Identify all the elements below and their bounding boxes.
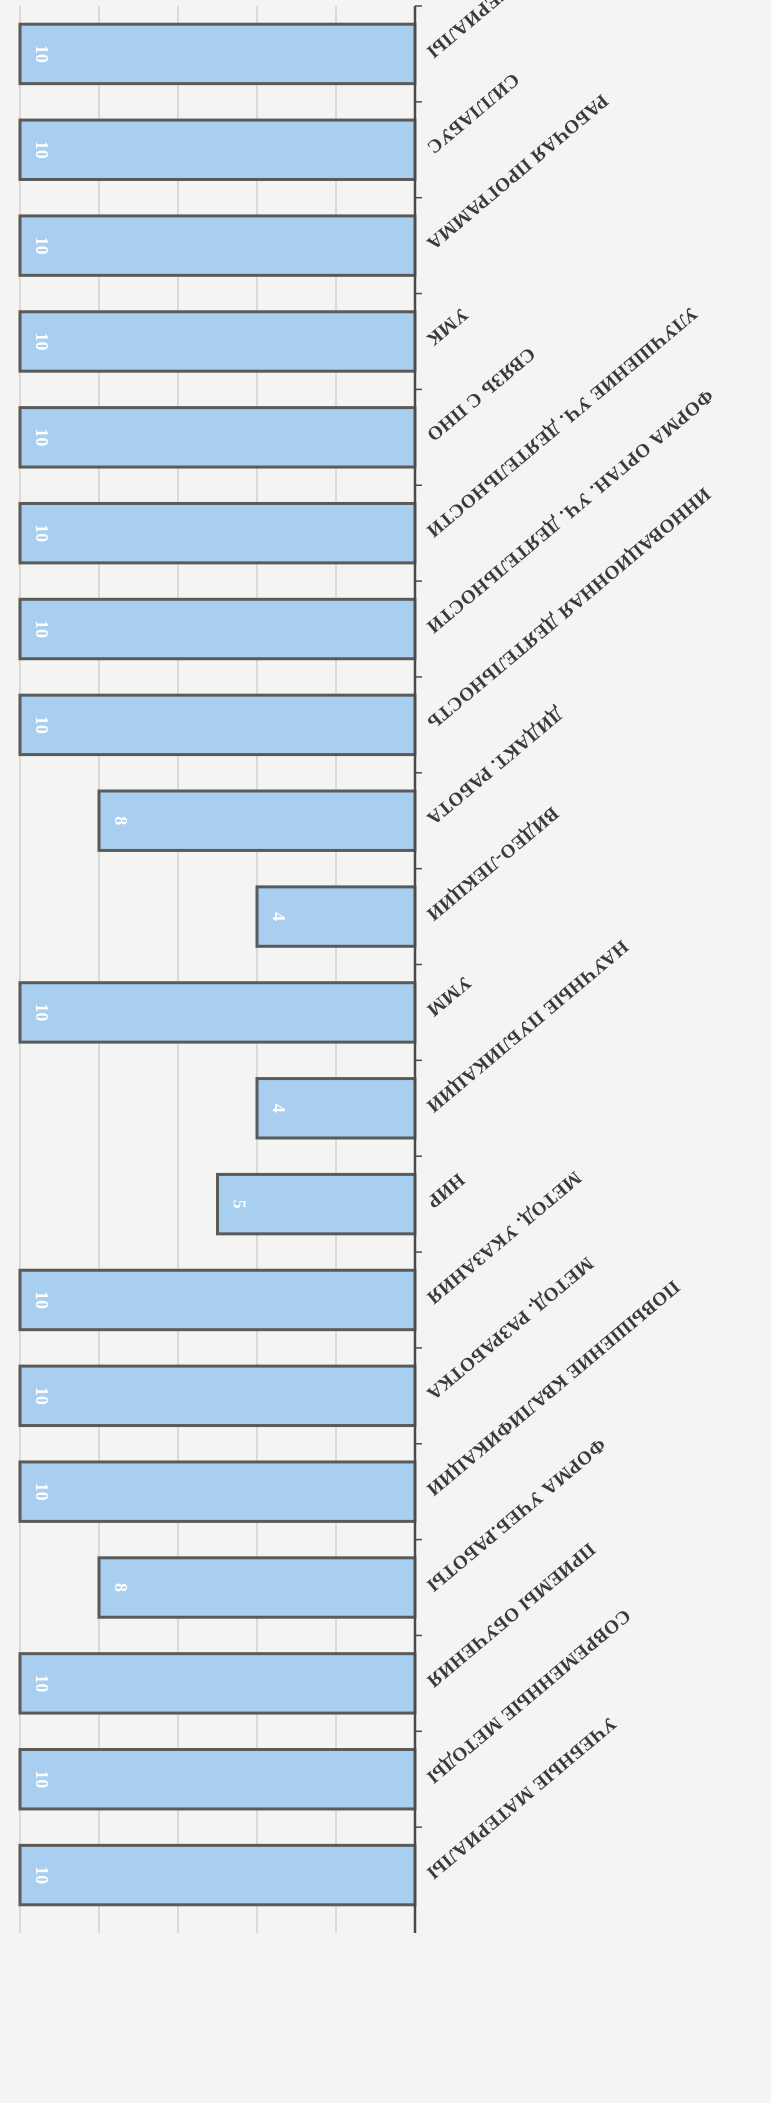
grid-layer (19, 6, 337, 1933)
bar (18, 1460, 417, 1523)
bar-value-label: 10 (32, 1866, 52, 1884)
category-label: РАБОЧАЯ ПРОГРАММА (422, 90, 612, 254)
category-label: ПОВЫШЕНИЕ КВАЛИФИКАЦИИ (422, 1276, 683, 1500)
category-label: НАУЧНЫЕ ПУБЛИКАЦИИ (422, 936, 632, 1117)
bar (18, 597, 417, 661)
bar (97, 789, 417, 852)
bar-value-label: 10 (32, 237, 52, 255)
bar (18, 693, 417, 757)
category-label: УЧЕБНЫЕ МАТЕРИАЛЫ (422, 1712, 620, 1883)
bar-value-label: 4 (269, 912, 289, 921)
axis-layer (413, 5, 422, 1933)
bar-value-label: 10 (32, 1387, 52, 1405)
bar (18, 22, 417, 86)
bar (18, 1652, 417, 1715)
bar (18, 406, 417, 469)
bar-value-label: 10 (32, 1674, 52, 1692)
bar-value-label: 10 (32, 1003, 52, 1021)
bar-value-label: 4 (269, 1104, 289, 1113)
bar-value-label: 10 (32, 1770, 52, 1788)
bar-value-label: 8 (111, 1583, 131, 1592)
bar-value-label: 10 (32, 45, 52, 63)
category-label: ЛЕКЦИОННЫЕ МАТЕРИАЛЫ (422, 0, 657, 62)
bar (97, 1556, 417, 1619)
bar (18, 981, 417, 1044)
bar-value-label: 10 (32, 428, 52, 446)
bar (255, 885, 417, 948)
bar-value-label: 8 (111, 816, 131, 825)
category-label: ФОРМА УЧЕБ.РАБОТЫ (422, 1434, 609, 1596)
bar-value-label: 10 (32, 620, 52, 638)
bar (18, 501, 417, 565)
bar-value-label: 10 (32, 1291, 52, 1309)
bar (18, 1748, 417, 1811)
bar (18, 214, 417, 277)
bar-value-label: 10 (32, 1483, 52, 1501)
bar (18, 1843, 417, 1907)
bar-value-label: 10 (32, 141, 52, 159)
category-label: СОВРЕМЕННЫЕ МЕТОДЫ (422, 1605, 634, 1788)
bar (18, 1268, 417, 1332)
bar-value-label: 10 (32, 716, 52, 734)
bar (216, 1172, 417, 1236)
category-label: УМК (422, 303, 472, 349)
bar (18, 310, 417, 373)
category-label: УММ (422, 971, 475, 1020)
bar (18, 1364, 417, 1428)
bar-value-label: 5 (230, 1200, 250, 1209)
chart-rotated-group: 10 ЛЕКЦИОННЫЕ МАТЕРИАЛЫ 10 СИЛЛАБУС 10 РАБОЧА… (18, 0, 717, 1933)
category-label: СИЛЛАБУС (422, 68, 523, 157)
bar-value-label: 10 (32, 332, 52, 350)
category-label: НИР (422, 1169, 468, 1213)
category-label: СВЯЗЬ С ПНО (422, 343, 539, 446)
bar-value-label: 10 (32, 524, 52, 542)
bars-layer (18, 22, 417, 1907)
bar (18, 118, 417, 181)
